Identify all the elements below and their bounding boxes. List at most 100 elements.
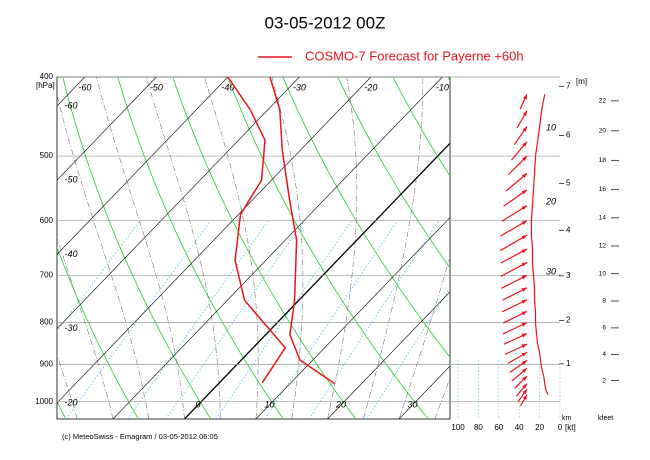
mixing-ratio-line <box>65 220 211 419</box>
kfeet-tick-label: 8 <box>602 298 606 305</box>
isotherm <box>255 217 450 419</box>
wind-arrow-head <box>522 394 527 400</box>
wind-arrow <box>517 388 528 403</box>
km-tick-label: 1 <box>566 359 571 368</box>
moist-adiabat <box>57 93 150 419</box>
wind-arrow <box>503 189 528 207</box>
isotherm <box>57 77 300 330</box>
kfeet-tick-label: 2 <box>602 377 606 384</box>
kfeet-tick-label: 12 <box>599 243 607 250</box>
isotherm-label: 20 <box>335 399 346 409</box>
wind-axis-label: [kt] <box>565 423 576 432</box>
wind-tick-label: 40 <box>515 423 524 432</box>
wind-arrow <box>500 220 528 237</box>
plot-frame <box>56 76 451 420</box>
kfeet-tick-label: 16 <box>599 186 607 193</box>
dry-adiabat <box>62 77 212 419</box>
km-tick-label: 7 <box>566 81 571 90</box>
wind-annotation: 20 <box>545 196 556 206</box>
isotherm-label: -40 <box>64 249 77 259</box>
wind-arrow-head <box>522 389 527 395</box>
kfeet-tick-label: 18 <box>599 157 607 164</box>
mixing-ratio-line <box>308 220 440 419</box>
y-axis-label: [hPa] <box>36 81 55 90</box>
wind-arrow-head <box>521 287 527 292</box>
isotherm <box>57 77 372 404</box>
isotherm-label: -10 <box>436 82 449 92</box>
km-tick-label: 3 <box>566 271 571 280</box>
isotherm-label: -60 <box>78 82 91 92</box>
isotherm-label: -50 <box>64 175 77 185</box>
wind-arrow-head <box>521 311 527 316</box>
wind-arrow-head <box>521 275 527 280</box>
isotherm <box>57 77 157 181</box>
wind-arrow-shaft <box>500 220 528 237</box>
wind-arrow-head <box>521 368 527 373</box>
mixing-ratio-line <box>264 220 398 419</box>
isotherm-label: 0 <box>195 399 200 409</box>
wind-arrow-shaft <box>500 234 528 252</box>
y-tick-label: 900 <box>40 359 54 368</box>
wind-arrow <box>503 310 528 324</box>
wind-arrow <box>509 359 528 373</box>
footer: (c) MeteoSwiss - Emagram / 03-05-2012 06… <box>62 432 218 441</box>
kfeet-tick-label: 10 <box>599 270 607 277</box>
dry-adiabat <box>57 246 139 419</box>
kfeet-tick-label: 22 <box>599 98 607 105</box>
wind-arrow-head <box>521 189 527 195</box>
isotherm <box>327 291 450 419</box>
y-tick-label: 600 <box>40 216 54 225</box>
wind-arrow-head <box>522 383 527 389</box>
wind-arrow-head <box>521 299 527 304</box>
wind-arrow-head <box>521 333 527 338</box>
kfeet-tick-label: 6 <box>602 325 606 332</box>
mixing-ratio-line <box>366 286 450 419</box>
wind-tick-label: 80 <box>474 423 483 432</box>
y-tick-label: 400 <box>40 72 54 81</box>
dry-adiabat <box>172 77 357 419</box>
wind-arrow <box>519 394 528 407</box>
chart-title: 03-05-2012 00Z <box>265 13 386 32</box>
wind-arrow <box>519 94 528 110</box>
wind-arrow <box>500 248 528 264</box>
km-tick-label: 2 <box>566 315 571 324</box>
wind-arrow <box>502 299 528 313</box>
wind-tick-label: 20 <box>535 423 544 432</box>
wind-arrow <box>500 234 528 252</box>
wind-arrow <box>501 205 528 222</box>
wind-tick-label: 0 <box>558 423 563 432</box>
dry-adiabat <box>57 400 67 419</box>
moist-adiabat <box>146 77 221 419</box>
wind-arrow <box>502 287 528 301</box>
wind-arrow-head <box>521 205 527 210</box>
wind-arrow-head <box>522 376 527 381</box>
wind-arrow-head <box>521 352 527 357</box>
wind-arrow-head <box>521 262 527 267</box>
y-tick-label: 1000 <box>35 397 53 406</box>
isotherm <box>112 77 443 419</box>
wind-arrow-head <box>521 344 527 348</box>
background-lines <box>57 77 450 419</box>
mixing-ratio-line <box>215 220 353 419</box>
moist-adiabat <box>434 377 450 419</box>
wind-arrow-head <box>522 141 527 147</box>
kfeet-tick-label: 20 <box>599 128 607 135</box>
mixing-ratio-line <box>165 220 305 419</box>
y-tick-label: 700 <box>40 270 54 279</box>
kfeet-label: kfeet <box>598 415 613 422</box>
wind-arrow-head <box>521 322 527 327</box>
wind-arrow-head <box>521 235 527 240</box>
moist-adiabat <box>57 236 114 419</box>
legend-label: COSMO-7 Forecast for Payerne +60h <box>305 48 524 63</box>
moist-adiabat <box>398 256 450 419</box>
y-tick-label: 500 <box>40 151 54 160</box>
wind-arrow-head <box>521 249 527 254</box>
isotherm-label: -30 <box>64 323 77 333</box>
kfeet-tick-label: 4 <box>602 351 606 358</box>
wind-arrow-head <box>521 220 527 225</box>
profile-line <box>269 76 335 385</box>
wind-tick-label: 100 <box>451 423 465 432</box>
km-axis-label: km <box>562 415 572 422</box>
